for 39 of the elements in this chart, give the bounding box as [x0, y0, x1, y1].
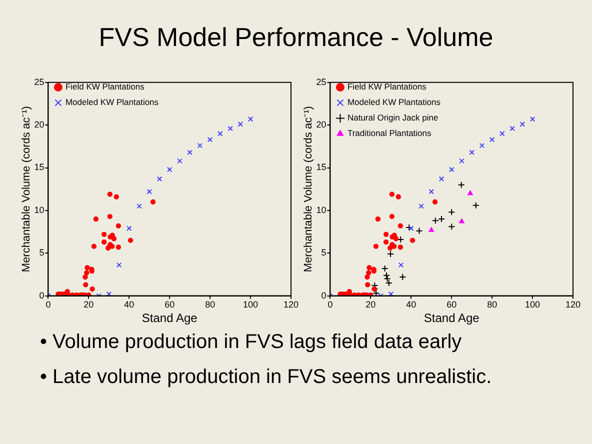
- legend-label: Field KW Plantations: [347, 82, 426, 92]
- x-tick-label: 60: [446, 300, 457, 310]
- x-tick-label: 40: [124, 300, 134, 310]
- x-axis-title: Stand Age: [142, 311, 198, 326]
- x-tick-label: 100: [525, 300, 540, 310]
- text: FVS Model Performance - Volume: [98, 22, 494, 53]
- y-tick-label: 25: [34, 76, 44, 87]
- y-tick-label: 5: [39, 248, 44, 258]
- x-tick-label: 100: [243, 300, 258, 310]
- y-tick-label: 15: [316, 162, 326, 172]
- y-tick-label: 10: [316, 204, 326, 215]
- x-tick-label: 80: [487, 300, 498, 310]
- y-tick-label: 20: [34, 120, 44, 130]
- y-tick-label: 10: [34, 204, 44, 215]
- y-tick-label: 15: [34, 162, 44, 172]
- y-tick-label: 0: [39, 290, 44, 300]
- legend-label: Field KW Plantations: [65, 82, 144, 92]
- x-tick-label: 20: [84, 300, 94, 310]
- y-axis-title: Merchantable Volume (cords ac⁻¹): [302, 106, 315, 272]
- x-tick-label: 20: [366, 300, 376, 310]
- y-tick-label: 20: [316, 120, 326, 130]
- text: • Volume production in FVS lags field data early: [40, 330, 463, 355]
- x-tick-label: 120: [283, 300, 299, 310]
- legend-label: Modeled KW Plantations: [347, 97, 441, 108]
- legend-label: Traditional Plantations: [347, 128, 432, 138]
- x-tick-label: 0: [328, 300, 333, 310]
- legend-label: Modeled KW Plantations: [65, 97, 159, 108]
- x-axis-title: Stand Age: [424, 311, 480, 326]
- x-tick-label: 60: [164, 300, 175, 310]
- x-tick-label: 120: [565, 300, 581, 310]
- x-tick-label: 80: [205, 300, 216, 310]
- y-axis-title: Merchantable Volume (cords ac⁻¹): [20, 106, 33, 272]
- x-tick-label: 40: [406, 300, 416, 310]
- y-tick-label: 0: [321, 290, 326, 300]
- legend-label: Natural Origin Jack pine: [347, 112, 438, 123]
- text: • Late volume production in FVS seems unrealistic.: [40, 365, 493, 390]
- x-tick-label: 0: [46, 300, 51, 310]
- y-tick-label: 25: [316, 76, 326, 87]
- y-tick-label: 5: [321, 248, 326, 258]
